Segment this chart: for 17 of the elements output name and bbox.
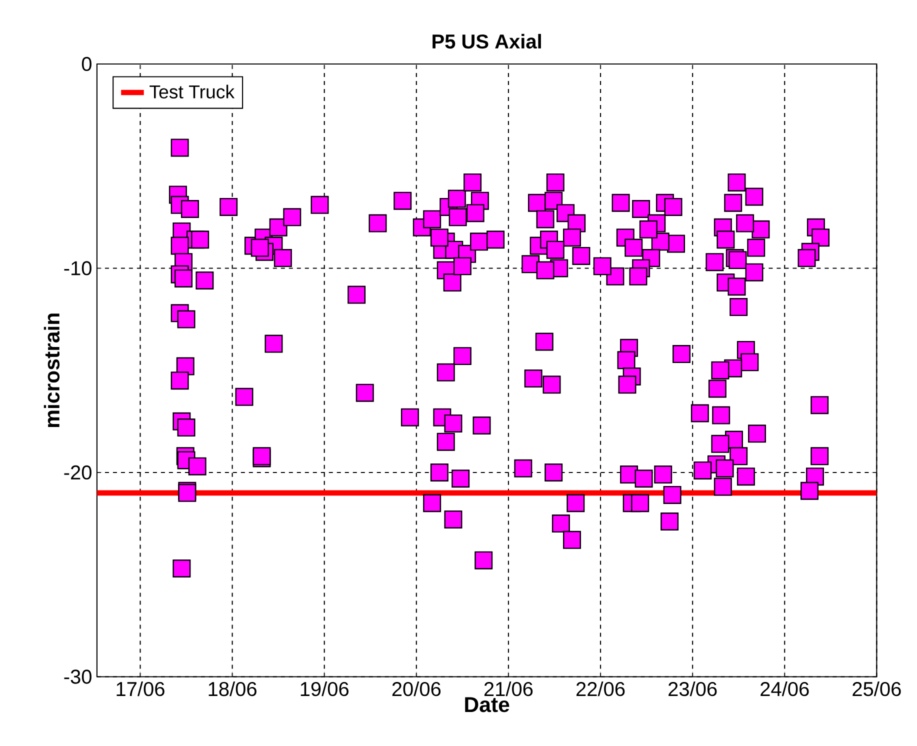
- x-tick-label: 24/06: [760, 682, 809, 696]
- y-tick-label: -10: [64, 261, 92, 276]
- y-axis-title: microstrain: [44, 314, 60, 428]
- y-tick-label: -20: [64, 466, 92, 480]
- x-tick-label: 21/06: [484, 682, 533, 696]
- chart-title: P5 US Axial: [432, 34, 541, 49]
- x-tick-label: 23/06: [668, 682, 717, 696]
- x-tick-label: 22/06: [576, 682, 625, 696]
- y-tick-label: 0: [82, 57, 92, 72]
- x-axis-title: Date: [465, 697, 510, 712]
- x-tick-label: 19/06: [300, 682, 348, 696]
- x-tick-label: 18/06: [208, 682, 256, 696]
- y-tick-label: -30: [64, 670, 92, 684]
- legend-label: Test Truck: [150, 84, 235, 99]
- x-tick-label: 25/06: [852, 682, 901, 696]
- x-tick-label: 20/06: [392, 682, 441, 696]
- x-tick-label: 17/06: [116, 682, 164, 696]
